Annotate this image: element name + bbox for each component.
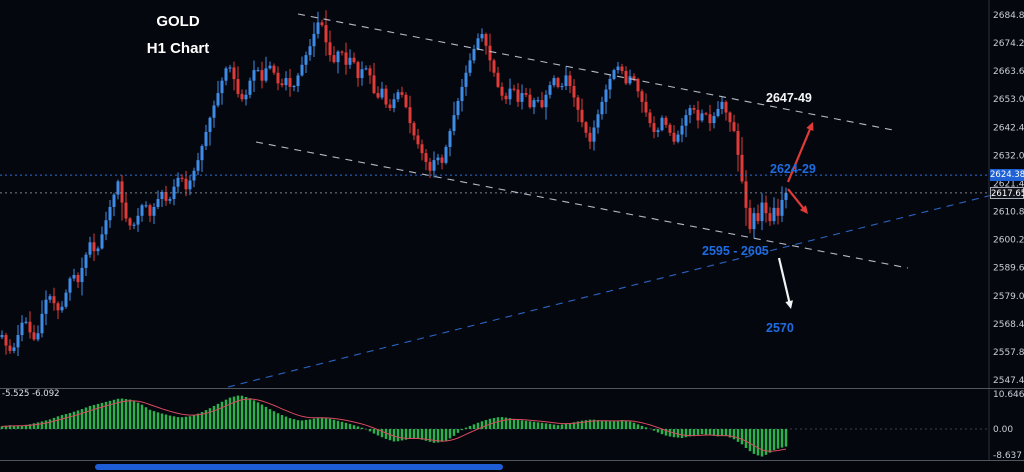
- last-price-badge: 2617.65: [990, 187, 1024, 199]
- arrowhead: [785, 300, 793, 309]
- annotation-resistance-zone: 2647-49: [766, 91, 812, 105]
- trendline: [227, 187, 1021, 388]
- projection-arrow: [786, 125, 813, 183]
- price-tick-label: 2610.80: [993, 208, 1024, 218]
- price-tick-label: 2568.40: [993, 320, 1024, 330]
- annotation-support-zone: 2595 - 2605: [702, 244, 769, 258]
- annotation-supply-zone: 2624-29: [770, 162, 816, 176]
- indicator-values-label: -5.525 -6.092: [2, 389, 60, 399]
- trendline: [297, 13, 894, 131]
- indicator-scale-label: 10.646: [993, 390, 1024, 400]
- indicator-layer: [0, 395, 989, 457]
- price-tick-label: 2557.80: [993, 348, 1024, 358]
- chart-title: GOLD H1 Chart: [118, 13, 238, 57]
- price-tick-label: 2589.60: [993, 264, 1024, 274]
- price-tick-label: 2653.00: [993, 95, 1024, 105]
- candles-layer: [0, 10, 788, 357]
- annotation-target-price: 2570: [766, 321, 794, 335]
- arrowhead: [799, 205, 808, 214]
- price-tick-label: 2579.00: [993, 292, 1024, 302]
- signal-line: [1, 398, 787, 452]
- price-tick-label: 2642.40: [993, 123, 1024, 133]
- price-tick-label: 2547.40: [993, 376, 1024, 386]
- indicator-scale-label: 0.00: [993, 425, 1013, 435]
- projection-arrow: [787, 188, 807, 212]
- price-tick-label: 2663.60: [993, 67, 1024, 77]
- price-tick-label: 2600.20: [993, 236, 1024, 246]
- trendline: [255, 141, 909, 269]
- drawings-layer: [0, 13, 1021, 388]
- arrowhead: [806, 122, 814, 131]
- bid-price-badge: 2624.38: [990, 169, 1024, 181]
- symbol-label: GOLD: [156, 13, 200, 30]
- price-tick-label: 2684.80: [993, 11, 1024, 21]
- timeline-scrollbar: [0, 461, 1024, 472]
- price-tick-label: 2632.00: [993, 151, 1024, 161]
- projection-arrow: [777, 257, 792, 306]
- axis-layer: 2684.80 2674.20 2663.60 2653.00 2642.40 2632.…: [0, 0, 1024, 461]
- price-tick-label: 2621.40: [993, 179, 1024, 189]
- price-tick-label: 2674.20: [993, 39, 1024, 49]
- timeframe-label: H1 Chart: [146, 40, 210, 57]
- indicator-scale-label: -8.637: [993, 451, 1022, 461]
- scrollbar-thumb[interactable]: [95, 464, 503, 470]
